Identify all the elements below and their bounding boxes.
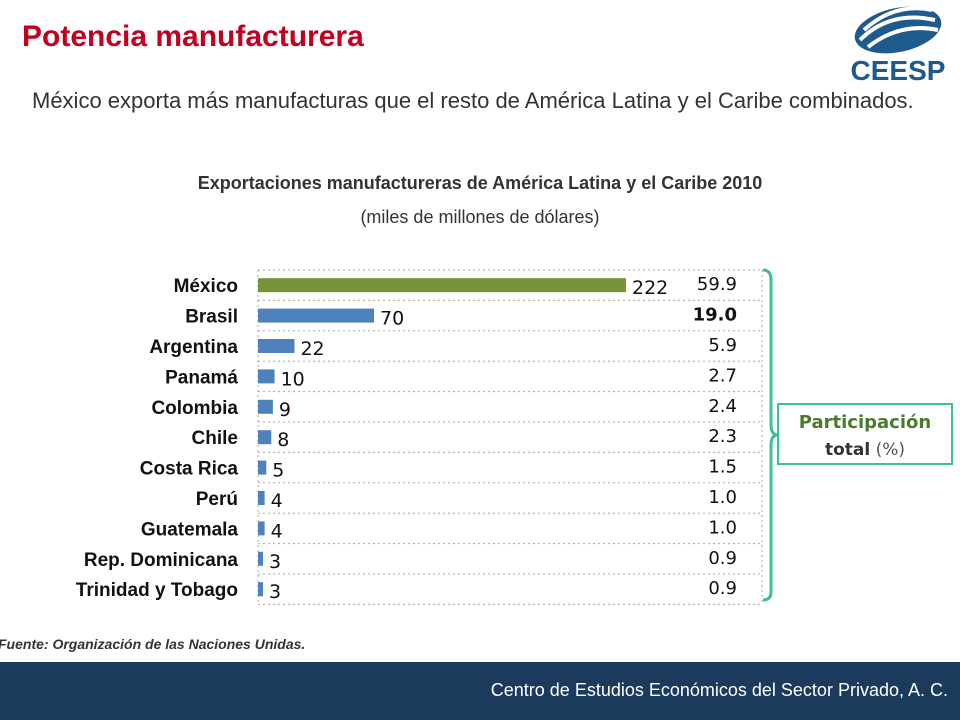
bracket <box>762 268 779 602</box>
bar <box>258 308 375 323</box>
logo: CEESP <box>851 6 946 86</box>
bar <box>258 369 275 384</box>
share-label: 1.0 <box>708 517 737 538</box>
footer-org: Centro de Estudios Económicos del Sector… <box>491 680 948 700</box>
slide-title: Potencia manufacturera <box>22 20 364 53</box>
value-label: 222 <box>632 277 668 299</box>
callout-box <box>777 403 953 465</box>
bar <box>258 491 265 505</box>
category-label: Costa Rica <box>140 459 239 480</box>
callout-text: total (%) <box>825 440 905 460</box>
logo-text: CEESP <box>851 55 946 86</box>
value-label: 22 <box>300 338 324 360</box>
bar <box>258 521 265 536</box>
source: Fuente: Organización de las Naciones Uni… <box>0 636 305 652</box>
share-label: 59.9 <box>697 274 737 295</box>
value-label: 70 <box>380 308 404 330</box>
value-label: 5 <box>272 460 284 482</box>
share-label: 0.9 <box>708 578 737 599</box>
value-label: 8 <box>277 429 289 451</box>
bar <box>258 460 267 475</box>
share-label: 2.7 <box>708 365 737 386</box>
category-label: Guatemala <box>141 519 239 540</box>
category-label: Perú <box>196 489 238 510</box>
category-label: Argentina <box>149 337 238 358</box>
share-label: 1.5 <box>708 457 737 478</box>
share-label: 1.0 <box>708 487 737 508</box>
share-label: 2.4 <box>708 396 737 417</box>
value-label: 4 <box>271 520 283 542</box>
bar <box>258 551 263 566</box>
bar <box>258 339 295 353</box>
category-label: Chile <box>192 428 238 449</box>
bar <box>258 399 273 414</box>
share-label: 5.9 <box>708 335 737 356</box>
category-label: Rep. Dominicana <box>84 550 239 571</box>
value-label: 4 <box>271 490 283 512</box>
share-label: 2.3 <box>708 426 737 447</box>
category-label: México <box>174 276 238 297</box>
value-label: 9 <box>279 399 291 421</box>
category-label: Brasil <box>185 307 238 328</box>
lead-text: México exporta más manufacturas que el r… <box>32 88 914 113</box>
category-label: Colombia <box>151 398 238 419</box>
value-label: 3 <box>269 551 281 573</box>
chart-title: Exportaciones manufactureras de América … <box>198 173 763 193</box>
callout-unit: (%) <box>876 440 905 460</box>
bar <box>258 278 626 293</box>
callout-text: Participación <box>799 412 931 433</box>
value-label: 10 <box>281 368 305 390</box>
chart-subtitle: (miles de millones de dólares) <box>360 207 599 227</box>
category-label: Trinidad y Tobago <box>76 580 238 601</box>
category-label: Panamá <box>165 367 238 388</box>
footer-bar <box>0 662 960 720</box>
share-label: 0.9 <box>708 548 737 569</box>
share-label: 19.0 <box>693 305 737 326</box>
bar <box>258 582 263 597</box>
callout-text: total <box>825 440 870 460</box>
value-label: 3 <box>269 581 281 603</box>
bar <box>258 430 272 445</box>
